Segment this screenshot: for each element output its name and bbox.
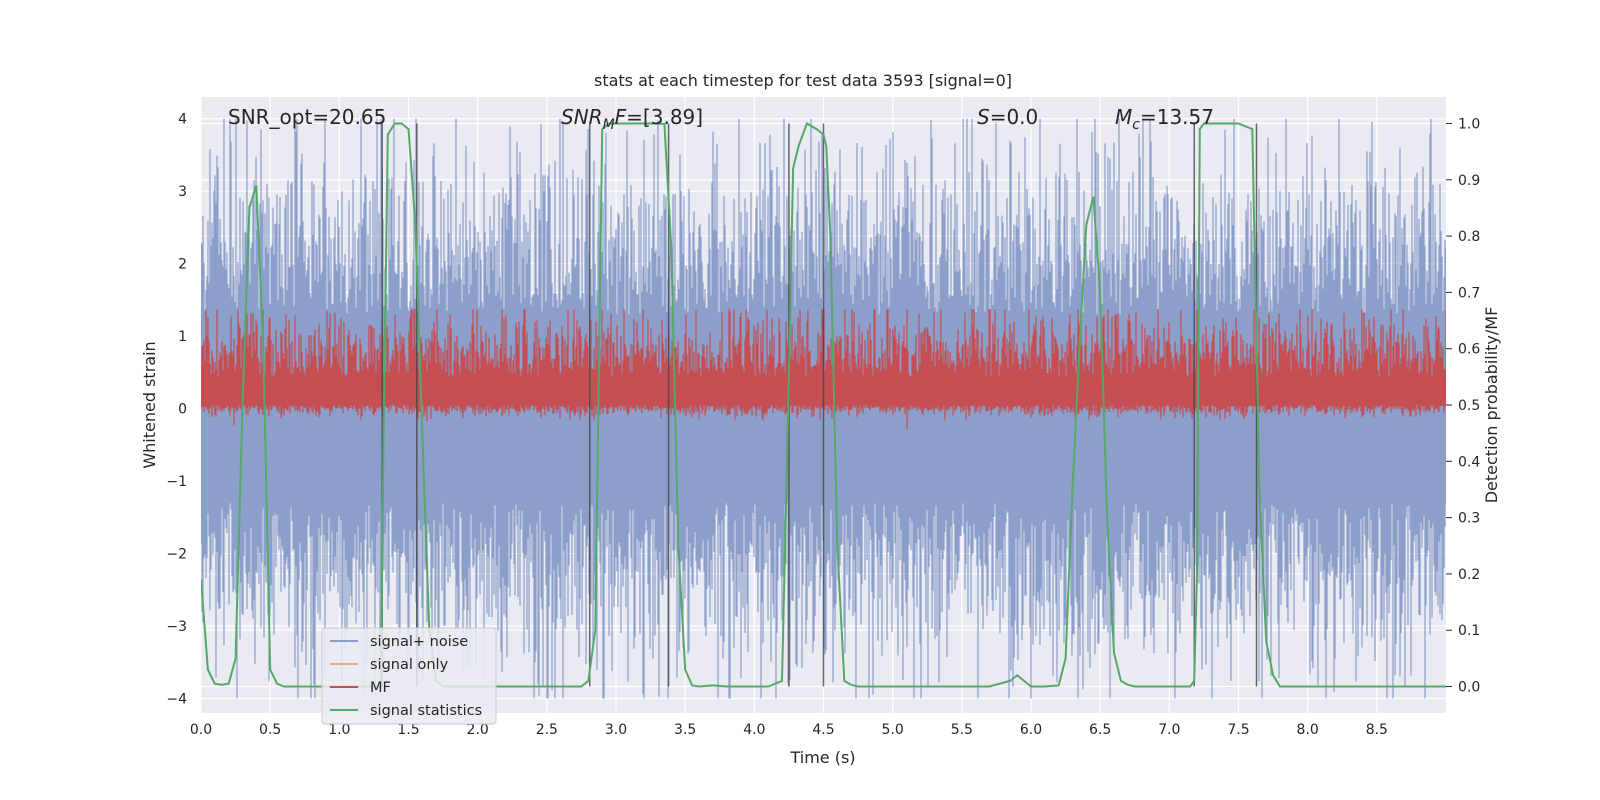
annotation-snr-opt: SNR_opt=20.65 <box>228 105 386 129</box>
x-tick-label-15: 7.5 <box>1227 722 1249 738</box>
left-y-tick-label-7: 3 <box>178 184 187 200</box>
right-y-tick-label-5: 0.5 <box>1458 398 1480 414</box>
x-tick-label-0: 0.0 <box>190 722 212 738</box>
right-y-tick-label-0: 0.0 <box>1458 680 1480 696</box>
chart-title: stats at each timestep for test data 359… <box>594 71 1012 90</box>
right-y-tick-label-1: 0.1 <box>1458 623 1480 639</box>
left-y-tick-label-5: 1 <box>178 329 187 345</box>
left-y-tick-label-1: −3 <box>166 619 187 635</box>
mf-series <box>201 309 1446 430</box>
annotation-s: S=0.0 <box>977 105 1038 129</box>
mc-value: =13.57 <box>1140 105 1214 129</box>
x-tick-label-9: 4.5 <box>812 722 834 738</box>
annotation-mc: Mc=13.57 <box>1115 105 1214 133</box>
legend-label-signal-only: signal only <box>370 657 449 673</box>
x-tick-label-8: 4.0 <box>743 722 765 738</box>
right-y-tick-label-7: 0.7 <box>1458 285 1480 301</box>
x-axis-label: Time (s) <box>789 748 855 767</box>
left-y-axis-label: Whitened strain <box>140 341 159 468</box>
x-tick-label-4: 2.0 <box>467 722 489 738</box>
left-y-tick-label-3: −1 <box>166 474 187 490</box>
x-tick-label-11: 5.5 <box>951 722 973 738</box>
x-tick-label-12: 6.0 <box>1020 722 1042 738</box>
right-y-tick-label-9: 0.9 <box>1458 173 1480 189</box>
snr-mf-base: SNR <box>561 105 603 129</box>
s-var: S <box>977 105 990 129</box>
x-tick-label-3: 1.5 <box>397 722 419 738</box>
legend-box <box>321 627 497 725</box>
right-y-tick-label-6: 0.6 <box>1458 342 1480 358</box>
x-axis-ticks: 0.0 0.5 1.0 1.5 2.0 2.5 3.0 3.5 4.0 4.5 5.0 5.5 6.0 6… <box>190 722 1388 738</box>
left-y-tick-label-2: −2 <box>166 547 187 563</box>
x-tick-label-2: 1.0 <box>328 722 350 738</box>
left-y-tick-label-8: 4 <box>178 112 187 128</box>
x-tick-label-1: 0.5 <box>259 722 281 738</box>
legend: signal+ noise signal only MF signal stat… <box>321 627 497 725</box>
right-y-axis-ticks: 0.0 0.1 0.2 0.3 0.4 0.5 0.6 0.7 0.8 0.9 1.0 <box>1446 116 1480 696</box>
mc-sub: c <box>1132 117 1140 133</box>
right-y-tick-label-10: 1.0 <box>1458 116 1480 132</box>
left-y-tick-label-6: 2 <box>178 257 187 273</box>
x-tick-label-7: 3.5 <box>674 722 696 738</box>
legend-label-mf: MF <box>370 680 391 696</box>
right-y-tick-label-4: 0.4 <box>1458 454 1480 470</box>
snr-mf-rest: F <box>615 105 627 129</box>
mf-trace <box>201 309 1446 430</box>
x-tick-label-14: 7.0 <box>1158 722 1180 738</box>
s-value: =0.0 <box>990 105 1039 129</box>
left-y-axis-ticks: −4 −3 −2 −1 0 1 2 3 4 <box>166 112 187 708</box>
right-y-axis-label: Detection probability/MF <box>1482 307 1501 504</box>
x-tick-label-17: 8.5 <box>1366 722 1388 738</box>
annotation-snr-mf: SNRMF=[3.89] <box>561 105 703 133</box>
x-tick-label-13: 6.5 <box>1089 722 1111 738</box>
left-y-tick-label-0: −4 <box>166 692 187 708</box>
vertical-markers <box>381 123 1258 687</box>
right-y-tick-label-8: 0.8 <box>1458 229 1480 245</box>
x-tick-label-16: 8.0 <box>1297 722 1319 738</box>
x-tick-label-10: 5.0 <box>882 722 904 738</box>
left-y-tick-label-4: 0 <box>178 402 187 418</box>
legend-label-signal-statistics: signal statistics <box>370 703 482 719</box>
right-y-tick-label-2: 0.2 <box>1458 567 1480 583</box>
x-tick-label-6: 3.0 <box>605 722 627 738</box>
x-tick-label-5: 2.5 <box>536 722 558 738</box>
right-y-tick-label-3: 0.3 <box>1458 511 1480 527</box>
snr-mf-value: =[3.89] <box>626 105 703 129</box>
snr-mf-sub: M <box>603 117 615 133</box>
mc-var: M <box>1115 105 1132 129</box>
legend-label-signal-noise: signal+ noise <box>370 634 468 650</box>
